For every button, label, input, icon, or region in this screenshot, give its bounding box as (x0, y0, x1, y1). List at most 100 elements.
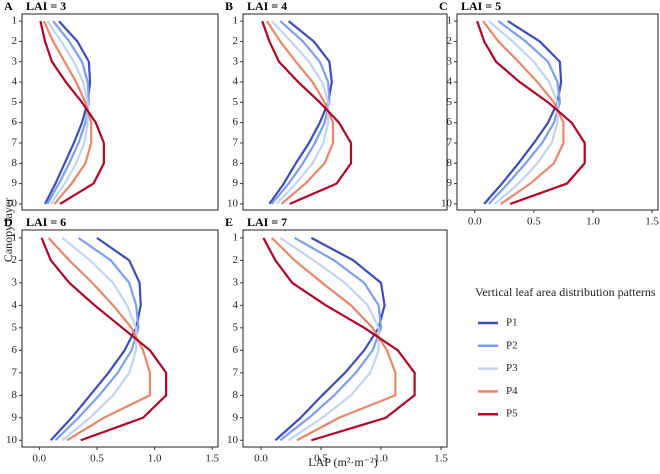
panel-title: LAI = 3 (26, 0, 66, 13)
plot-frame (21, 13, 219, 211)
y-tick-label: 6 (12, 116, 18, 128)
y-tick-label: 6 (12, 344, 18, 356)
series-line (274, 236, 386, 442)
x-tick-label: 0.0 (32, 453, 46, 465)
y-tick-label: 4 (12, 299, 18, 311)
series-line (261, 20, 353, 205)
x-tick-label: 1.0 (586, 216, 600, 228)
y-tick-label: 2 (233, 35, 239, 47)
x-tick-label: 0.5 (527, 216, 541, 228)
legend-label: P4 (506, 385, 518, 397)
y-tick-label: 10 (441, 197, 453, 209)
y-tick-label: 3 (12, 55, 18, 67)
x-tick-label: 1.5 (205, 453, 219, 465)
legend-label: P5 (506, 408, 518, 420)
legend-label: P2 (506, 339, 518, 351)
panel-letter: A (4, 0, 13, 13)
x-tick-label: 0.5 (314, 453, 328, 465)
y-tick-label: 8 (447, 157, 453, 169)
y-tick-label: 7 (12, 366, 18, 378)
y-tick-label: 5 (447, 96, 453, 108)
plot-frame (456, 13, 659, 211)
y-tick-label: 2 (447, 35, 453, 47)
y-tick-label: 9 (233, 411, 239, 423)
x-tick-label: 0.0 (254, 453, 268, 465)
y-tick-label: 9 (447, 177, 453, 189)
y-axis-label: Canopy layer (1, 198, 15, 262)
y-tick-label: 6 (447, 116, 453, 128)
x-tick-label: 0.0 (468, 216, 482, 228)
x-tick-label: 1.0 (148, 453, 162, 465)
y-tick-label: 9 (233, 177, 239, 189)
y-tick-label: 4 (12, 76, 18, 88)
panel-letter: B (225, 0, 233, 13)
y-tick-label: 8 (233, 389, 239, 401)
series-line (39, 20, 105, 205)
y-tick-label: 8 (12, 157, 18, 169)
y-tick-label: 7 (233, 366, 239, 378)
panel-letter: D (4, 215, 13, 229)
y-tick-label: 2 (12, 254, 18, 266)
series-line (44, 20, 92, 205)
series-line (61, 237, 138, 442)
series-line (279, 236, 383, 442)
y-tick-label: 2 (12, 35, 18, 47)
y-tick-label: 8 (233, 157, 239, 169)
y-tick-label: 5 (12, 321, 18, 333)
panel-title: LAI = 6 (26, 215, 66, 229)
y-tick-label: 3 (12, 276, 18, 288)
panel-title: LAI = 4 (247, 0, 287, 13)
y-tick-label: 1 (233, 231, 239, 243)
y-tick-label: 10 (6, 434, 18, 446)
y-tick-label: 9 (12, 411, 18, 423)
y-tick-label: 5 (233, 96, 239, 108)
y-tick-label: 5 (233, 321, 239, 333)
series-line (270, 20, 331, 205)
legend-title: Vertical leaf area distribution patterns (475, 285, 656, 299)
y-tick-label: 5 (12, 96, 18, 108)
x-tick-label: 1.5 (645, 216, 659, 228)
y-tick-label: 10 (227, 434, 239, 446)
y-tick-label: 3 (447, 55, 453, 67)
y-tick-label: 2 (233, 254, 239, 266)
y-tick-label: 3 (233, 55, 239, 67)
plot-frame (242, 13, 448, 211)
y-tick-label: 7 (447, 137, 453, 149)
plot-frame (21, 229, 219, 448)
y-tick-label: 8 (12, 389, 18, 401)
y-tick-label: 1 (12, 15, 18, 27)
y-tick-label: 1 (233, 15, 239, 27)
y-tick-label: 3 (233, 276, 239, 288)
y-tick-label: 6 (233, 344, 239, 356)
y-tick-label: 7 (12, 137, 18, 149)
y-tick-label: 9 (12, 177, 18, 189)
series-line (483, 20, 563, 205)
x-tick-label: 0.5 (90, 453, 104, 465)
legend-label: P3 (506, 362, 518, 374)
y-tick-label: 7 (233, 137, 239, 149)
series-line (268, 20, 333, 205)
x-tick-label: 1.0 (374, 453, 388, 465)
y-tick-label: 4 (447, 76, 453, 88)
y-tick-label: 4 (233, 299, 239, 311)
x-tick-label: 1.5 (434, 453, 448, 465)
y-tick-label: 6 (233, 116, 239, 128)
legend-label: P1 (506, 317, 518, 329)
y-tick-label: 10 (6, 197, 18, 209)
panel-letter: C (439, 0, 448, 13)
plot-frame (242, 229, 448, 448)
y-tick-label: 1 (12, 231, 18, 243)
series-line (50, 236, 142, 442)
series-line (262, 237, 416, 442)
x-axis-label: LAP (m²·m⁻²) (308, 455, 377, 469)
panel-letter: E (225, 215, 233, 229)
panel-title: LAI = 5 (461, 0, 501, 13)
y-tick-label: 4 (233, 76, 239, 88)
y-tick-label: 10 (227, 197, 239, 209)
panel-title: LAI = 7 (247, 215, 287, 229)
y-tick-label: 1 (447, 15, 453, 27)
series-line (40, 237, 168, 442)
series-line (476, 20, 586, 205)
series-line (482, 20, 565, 205)
